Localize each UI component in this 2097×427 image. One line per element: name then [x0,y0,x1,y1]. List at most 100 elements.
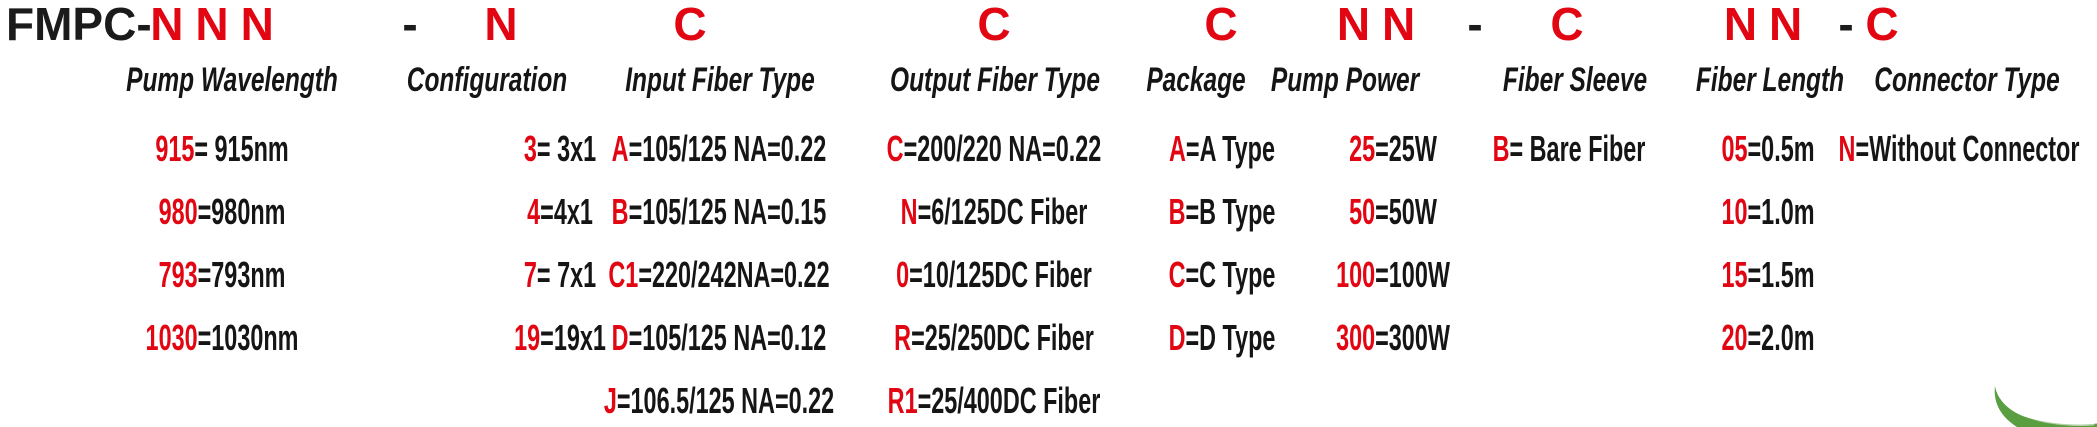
option-code: J [603,380,617,421]
option-code: R [894,317,912,358]
option-desc: =0.5m [1747,128,1815,169]
package-option: B=B Type [1169,192,1276,232]
input-fiber-option: C1=220/242NA=0.22 [608,255,829,295]
option-desc: =200/220 NA=0.22 [903,128,1102,169]
fiber-sleeve-option: B= Bare Fiber [1493,129,1646,169]
package-option: D=D Type [1169,318,1276,358]
output-fiber-option: N=6/125DC Fiber [901,192,1088,232]
code-fiber-length: NN [1723,0,1815,50]
pump-power-option: 100=100W [1336,255,1450,295]
option-code: N [900,191,918,232]
option-desc: = 3x1 [536,128,597,169]
fiber-length-option: 05=0.5m [1721,129,1814,169]
option-code: 7 [523,254,537,295]
option-code: 1030 [145,317,198,358]
option-desc: =1030nm [197,317,299,358]
option-code: 915 [155,128,195,169]
code-package: C [1204,0,1238,50]
column-header-package: Package [1146,61,1246,99]
option-desc: =105/125 NA=0.12 [628,317,827,358]
option-desc: =19x1 [540,317,606,358]
pump-power-option: 50=50W [1349,192,1437,232]
pump-wavelength-option: 980=980nm [159,192,286,232]
fiber-length-option: 20=2.0m [1721,318,1814,358]
option-desc: =1.0m [1747,191,1815,232]
code-separator-2: - [1467,0,1483,50]
output-fiber-option: R1=25/400DC Fiber [888,381,1101,421]
option-code: 05 [1721,128,1748,169]
option-code: 20 [1721,317,1748,358]
option-desc: = 915nm [194,128,289,169]
option-desc: =50W [1375,191,1437,232]
column-header-fiber-length: Fiber Length [1695,61,1845,99]
option-code: 980 [158,191,198,232]
input-fiber-option: B=105/125 NA=0.15 [612,192,827,232]
pump-power-option: 25=25W [1349,129,1437,169]
option-code: 0 [896,254,910,295]
output-fiber-option: C=200/220 NA=0.22 [887,129,1102,169]
option-desc: =220/242NA=0.22 [638,254,830,295]
option-code: B [611,191,629,232]
code-separator-1: - [402,0,418,50]
option-code: D [1168,317,1186,358]
code-separator-3: - [1838,0,1854,50]
column-header-pump-power: Pump Power [1270,61,1420,99]
option-desc: = 7x1 [536,254,597,295]
option-code: B [1492,128,1510,169]
option-desc: =300W [1375,317,1450,358]
option-code: N [1838,128,1856,169]
column-header-pump-wavelength: Pump Wavelength [126,61,338,99]
option-desc: =6/125DC Fiber [917,191,1088,232]
code-output-fiber: C [977,0,1011,50]
option-code: C1 [608,254,639,295]
option-code: 10 [1721,191,1748,232]
option-code: 300 [1336,317,1376,358]
code-connector: C [1865,0,1899,50]
part-number-prefix: FMPC- [6,0,152,50]
option-code: A [1169,128,1186,169]
option-code: 50 [1349,191,1376,232]
option-code: B [1168,191,1186,232]
option-desc: =10/125DC Fiber [909,254,1092,295]
option-code: 100 [1336,254,1376,295]
column-header-fiber-sleeve: Fiber Sleeve [1502,61,1648,99]
option-desc: =B Type [1185,191,1276,232]
option-desc: =980nm [197,191,286,232]
pump-wavelength-option: 1030=1030nm [146,318,299,358]
code-pump-wavelength: NNN [150,0,286,50]
option-code: R1 [887,380,918,421]
fiber-length-option: 15=1.5m [1721,255,1814,295]
package-option: C=C Type [1169,255,1276,295]
column-header-output-fiber: Output Fiber Type [890,61,1100,99]
option-code: 15 [1721,254,1748,295]
configuration-option: 7= 7x1 [524,255,596,295]
option-code: 3 [523,128,537,169]
option-code: 25 [1349,128,1376,169]
option-code: 19 [514,317,541,358]
option-code: C [886,128,904,169]
connector-type-option: N=Without Connector [1839,129,2080,169]
input-fiber-option: A=105/125 NA=0.22 [612,129,827,169]
option-code: C [1168,254,1186,295]
option-desc: =C Type [1185,254,1276,295]
leaf-icon [1994,386,2097,427]
option-desc: =25/250DC Fiber [911,317,1094,358]
column-header-input-fiber: Input Fiber Type [625,61,815,99]
option-code: 793 [158,254,198,295]
input-fiber-option: D=105/125 NA=0.12 [612,318,827,358]
configuration-option: 4=4x1 [527,192,593,232]
option-desc: = Bare Fiber [1509,128,1646,169]
fiber-length-option: 10=1.0m [1721,192,1814,232]
option-desc: =25/400DC Fiber [917,380,1101,421]
option-code: A [611,128,629,169]
option-desc: =1.5m [1747,254,1815,295]
input-fiber-option: J=106.5/125 NA=0.22 [604,381,834,421]
pump-power-option: 300=300W [1336,318,1450,358]
option-desc: =100W [1375,254,1450,295]
option-desc: =2.0m [1747,317,1815,358]
output-fiber-option: 0=10/125DC Fiber [896,255,1092,295]
pump-wavelength-option: 793=793nm [159,255,286,295]
option-desc: =793nm [197,254,286,295]
option-desc: =106.5/125 NA=0.22 [616,380,835,421]
